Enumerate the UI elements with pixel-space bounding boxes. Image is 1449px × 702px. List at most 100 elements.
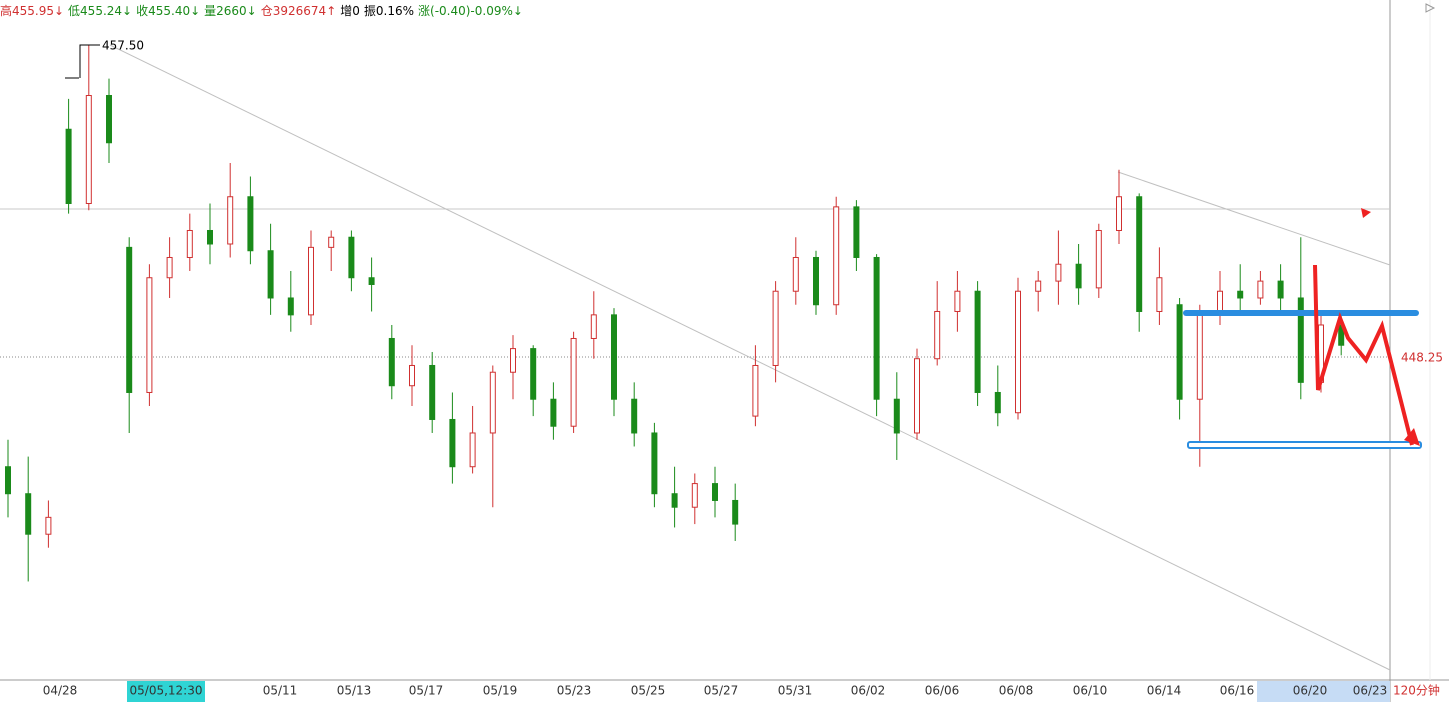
candle-body [611,314,617,400]
x-tick-label: 06/02 [851,684,886,698]
candle-body [449,418,456,468]
x-tick-label: 06/16 [1220,684,1255,698]
candle-body [590,314,597,339]
candle-body [813,256,819,306]
candle-body [833,206,840,306]
peak-leader [65,44,100,79]
period-label[interactable]: 120分钟 [1393,683,1440,698]
level-label: 448.25 [1401,351,1443,365]
x-tick-label: 05/17 [409,684,444,698]
plot-area [0,0,1390,680]
candle-body [934,310,941,360]
x-tick-label: 06/06 [925,684,960,698]
peak-label: 457.50 [102,39,144,53]
candle-body [792,256,799,292]
candle-body [65,128,72,204]
candle-body [267,250,274,299]
candle-body [409,364,415,387]
x-tick-label: 05/31 [778,684,813,698]
x-tick-label: 06/14 [1147,684,1182,698]
candle-body [429,364,436,420]
candle-body [1075,263,1082,289]
candle-body [106,95,112,144]
candle-body [893,398,900,434]
status-item: 低455.24↓ [68,4,132,18]
x-tick-label: 06/10 [1073,684,1108,698]
x-tick-label: 06/23 [1353,684,1388,698]
candle-body [85,95,92,204]
candle-body [631,398,638,434]
candle-body [5,466,11,495]
candle-body [348,236,355,279]
candle-body [853,206,860,258]
candle-body [186,229,193,258]
candle-body [1257,280,1264,299]
candle-body [530,348,537,400]
candle-body [45,516,52,535]
x-tick-label: 05/27 [704,684,739,698]
annotation-arrow [1313,264,1414,446]
candle-body [772,290,779,366]
candle-body [1095,229,1102,289]
candle-body [954,290,961,312]
status-item: 收455.40↓ [136,4,200,18]
candle-body [1217,290,1223,312]
candle-body [712,483,718,501]
status-bar: 高455.95↓ 低455.24↓ 收455.40↓ 量2660↓ 仓3926674↑ 增… [0,3,523,18]
candle-body [994,391,1001,414]
icon[interactable] [1425,3,1436,13]
x-tick-label: 05/05,12:30 [130,684,203,698]
arrow-head [1404,428,1420,446]
candle-body [691,483,698,508]
zone-line [1187,441,1422,449]
candle-body [166,256,173,279]
candle-body [671,493,678,508]
status-item: 量2660↓ [204,4,257,18]
status-item: 高455.95↓ [0,3,64,18]
candle-body [1035,280,1042,292]
candle-body [732,499,739,525]
date-highlight [127,681,205,702]
trend-line [109,44,1391,671]
x-tick-label: 05/25 [631,684,666,698]
candle-body [1176,304,1183,400]
x-tick-label: 04/28 [43,684,78,698]
candle-body [873,256,880,400]
status-item: 增0 [340,4,360,18]
candle-body [287,297,294,316]
candle-body [1116,196,1122,231]
candle-body [1297,297,1304,383]
candle-body [207,229,213,245]
candle-body [550,398,557,427]
zone-line [1183,310,1419,316]
candle-body [368,277,375,285]
x-tick-label: 05/19 [483,684,518,698]
candle-body [651,432,658,495]
candle-body [388,337,395,387]
candle-body [308,246,314,316]
candle-body [1277,280,1284,299]
status-item: 涨(-0.40)-0.09%↓ [418,3,523,18]
candle-body [752,364,759,417]
candle-body [1055,263,1062,282]
x-tick-label: 06/08 [999,684,1034,698]
candle-body [510,348,516,373]
candle-body [974,290,981,393]
candle-body [1136,196,1143,312]
candle-body [489,371,496,434]
candle-body [126,246,133,393]
trend-line [1117,171,1391,266]
status-item: 仓3926674↑ [261,4,337,18]
x-tick-label: 06/20 [1293,684,1328,698]
status-item: 振0.16% [364,4,414,18]
candle-body [1237,290,1244,299]
flag-marker [1361,208,1371,218]
candle-body [914,358,920,434]
candle-body [25,493,32,535]
candle-body [247,196,254,252]
candle-body [1196,310,1203,400]
x-tick-label: 05/11 [263,684,298,698]
candle-body [1015,290,1021,414]
